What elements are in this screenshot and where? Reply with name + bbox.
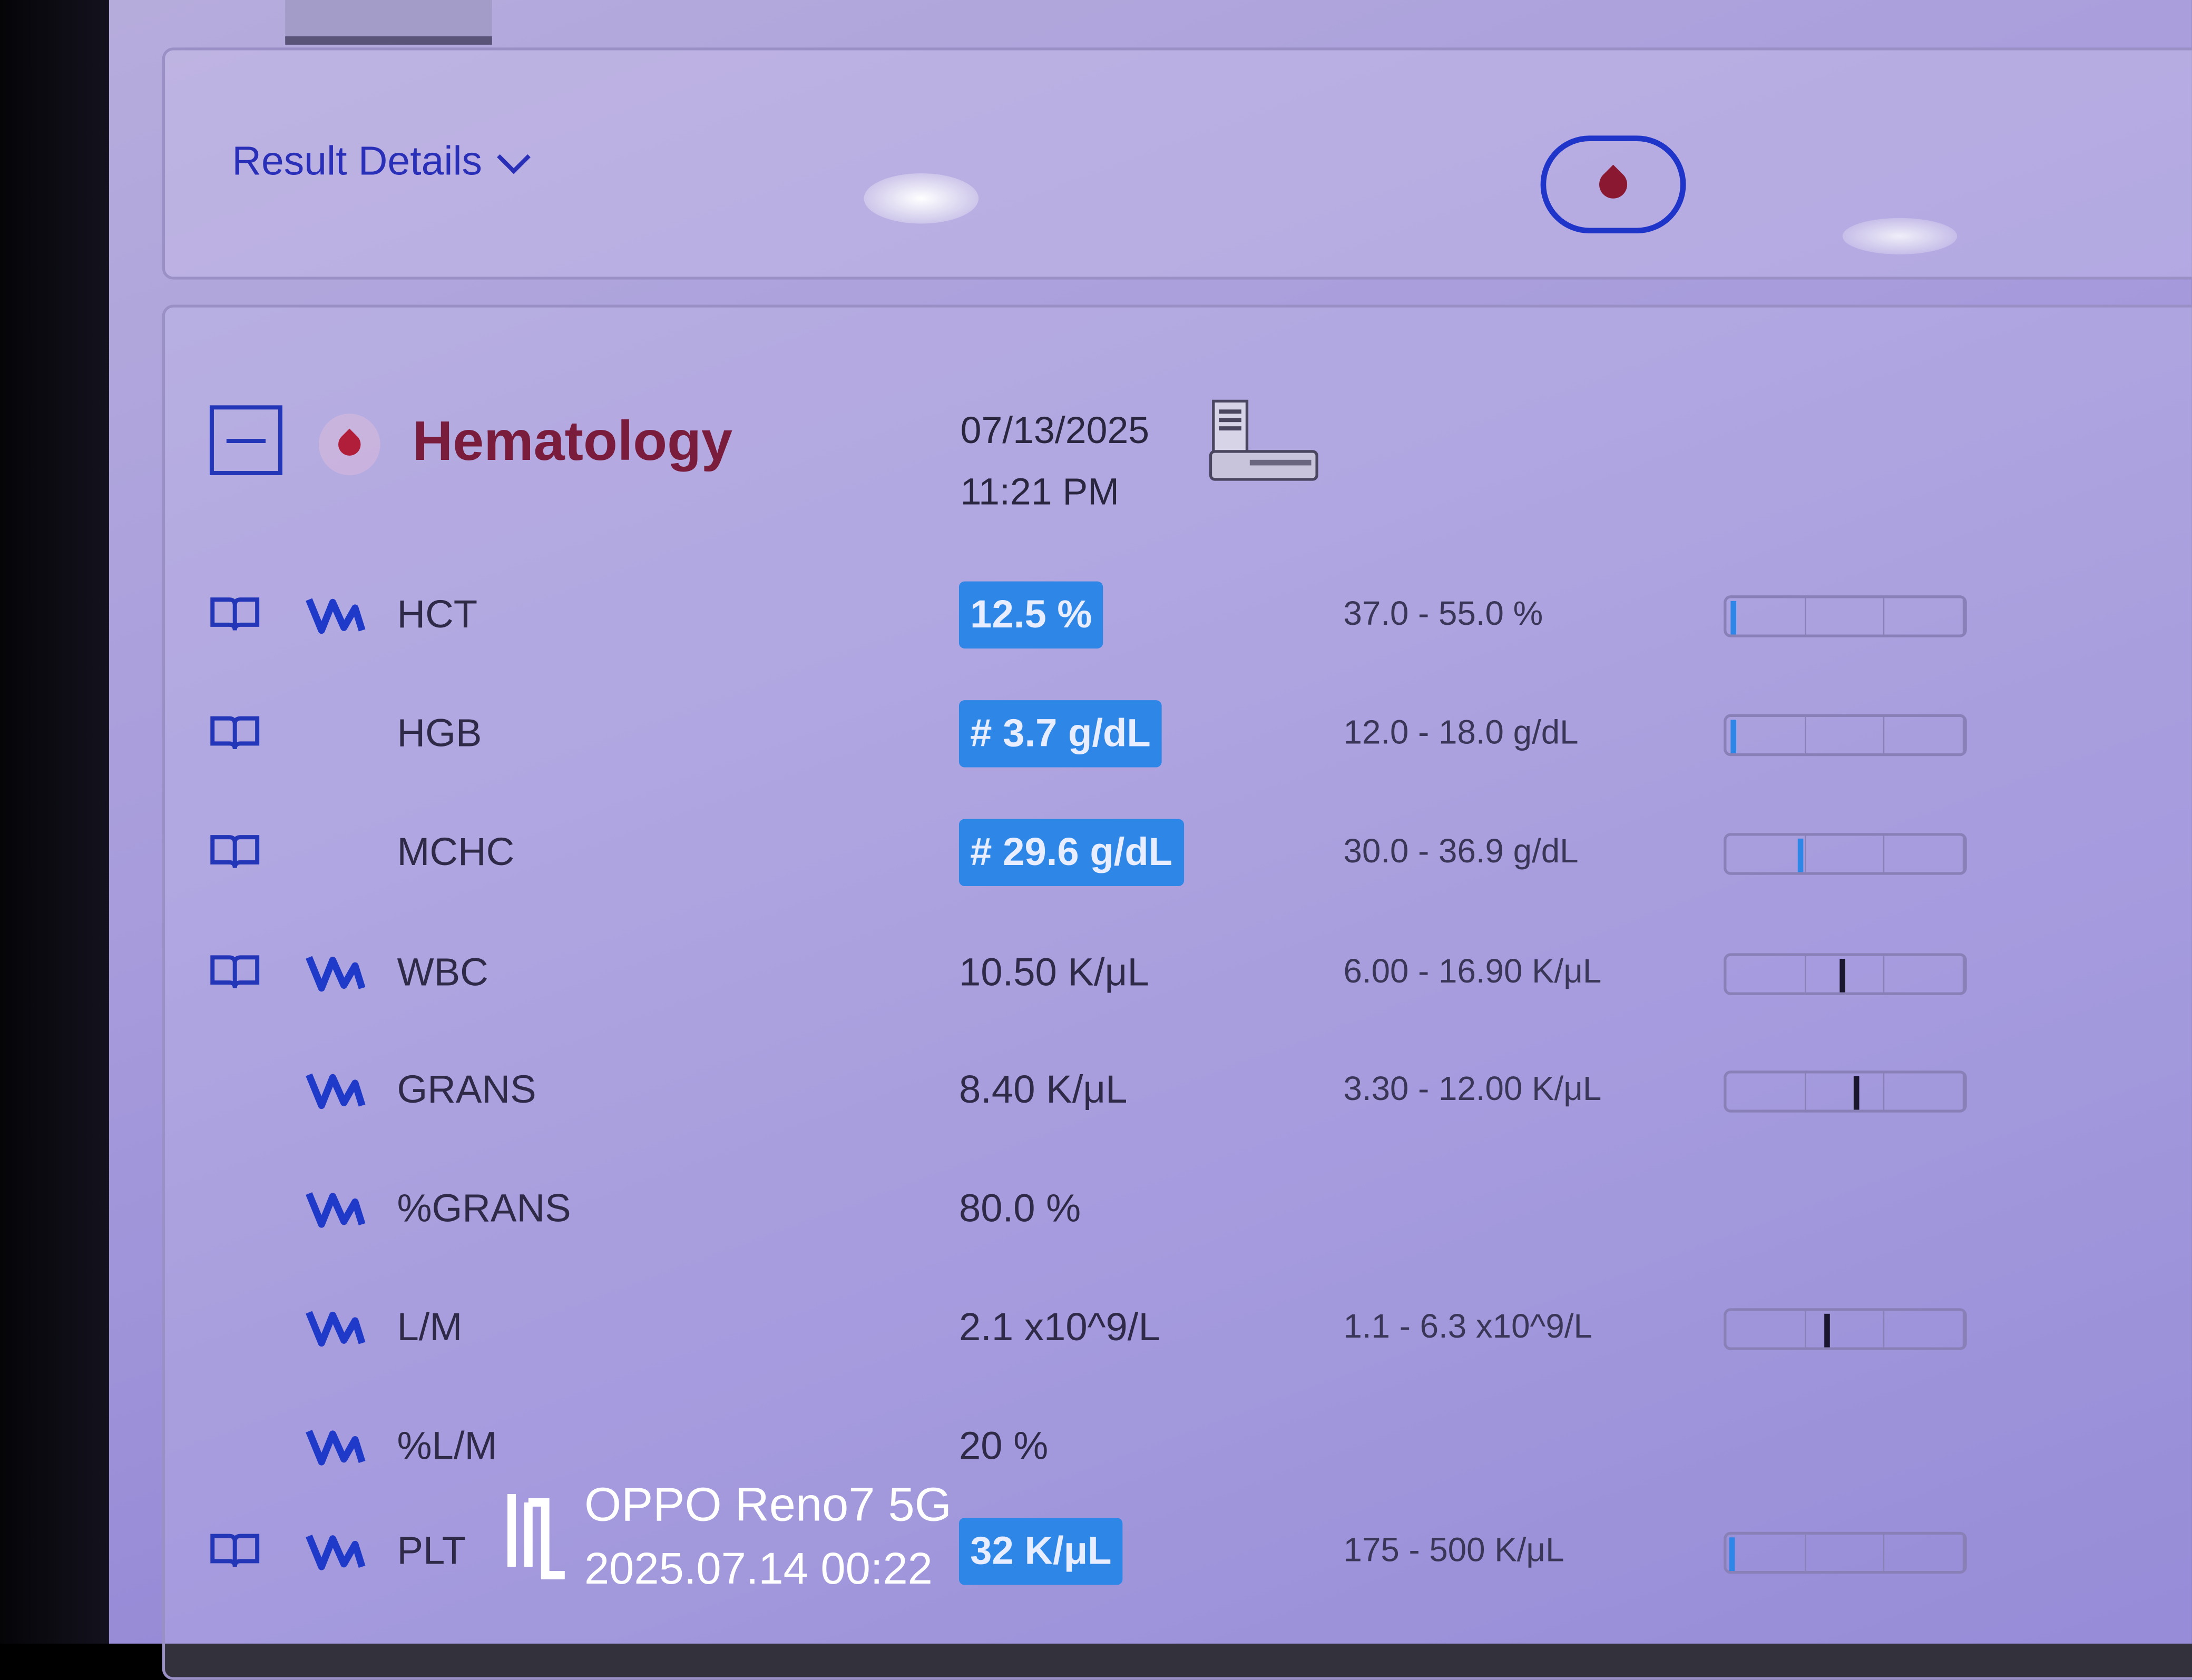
- blood-drop-icon: [1593, 164, 1633, 204]
- book-icon[interactable]: [210, 1530, 260, 1569]
- test-name: L/M: [397, 1305, 463, 1349]
- blood-drop-icon: [334, 428, 366, 460]
- active-tab[interactable]: [285, 0, 492, 40]
- reference-range: 3.30 - 12.00 K/μL: [1343, 1070, 1602, 1108]
- range-gauge: [1724, 595, 1967, 637]
- monitor-bezel: [0, 0, 112, 1644]
- watermark-timestamp: 2025.07.14 00:22: [584, 1543, 933, 1594]
- range-gauge: [1724, 1308, 1967, 1350]
- active-tab-indicator: [285, 36, 492, 45]
- screen-glare: [864, 173, 979, 224]
- test-name: %GRANS: [397, 1186, 571, 1230]
- gauge-marker: [1798, 838, 1804, 872]
- test-name: PLT: [397, 1529, 466, 1573]
- test-name: %L/M: [397, 1424, 497, 1468]
- reference-range: 37.0 - 55.0 %: [1343, 595, 1543, 633]
- test-name: GRANS: [397, 1067, 536, 1112]
- test-name: HCT: [397, 592, 478, 636]
- trend-icon[interactable]: [305, 1423, 366, 1470]
- watermark-device: OPPO Reno7 5G: [584, 1478, 952, 1532]
- reference-range: 6.00 - 16.90 K/μL: [1343, 953, 1602, 991]
- range-gauge: [1724, 833, 1967, 875]
- gauge-marker: [1731, 720, 1737, 753]
- test-value: 12.5 %: [958, 581, 1103, 649]
- book-icon[interactable]: [210, 832, 260, 871]
- book-icon[interactable]: [210, 952, 260, 991]
- book-icon[interactable]: [210, 594, 260, 633]
- test-value: # 3.7 g/dL: [958, 700, 1162, 768]
- trend-icon[interactable]: [305, 949, 366, 996]
- gauge-marker: [1728, 1537, 1735, 1571]
- gauge-marker: [1731, 601, 1737, 635]
- gauge-marker: [1824, 1313, 1830, 1348]
- sample-type-button[interactable]: [1540, 135, 1686, 234]
- trend-icon[interactable]: [305, 1185, 366, 1233]
- result-time: 11:21 PM: [960, 471, 1119, 513]
- range-gauge: [1724, 1531, 1967, 1574]
- camera-watermark-logo: [507, 1494, 565, 1579]
- range-gauge: [1724, 953, 1967, 995]
- gauge-marker: [1854, 1076, 1860, 1110]
- result-details-dropdown[interactable]: Result Details: [232, 140, 531, 186]
- chevron-down-icon: [496, 140, 531, 174]
- result-datetime: 07/13/2025 11:21 PM: [961, 400, 1150, 523]
- book-icon[interactable]: [210, 713, 260, 752]
- reference-range: 175 - 500 K/μL: [1343, 1531, 1564, 1570]
- range-gauge: [1724, 714, 1967, 757]
- test-name: HGB: [397, 711, 482, 755]
- test-value: # 29.6 g/dL: [958, 819, 1184, 887]
- trend-icon[interactable]: [305, 1528, 366, 1575]
- test-value: 80.0 %: [958, 1186, 1081, 1230]
- result-details-label: Result Details: [232, 140, 483, 185]
- section-title: Hematology: [412, 410, 733, 473]
- analyzer-device-icon: [1209, 399, 1318, 481]
- gauge-marker: [1840, 958, 1846, 993]
- trend-icon[interactable]: [305, 1066, 366, 1114]
- reference-range: 30.0 - 36.9 g/dL: [1343, 833, 1579, 871]
- test-value: 2.1 x10^9/L: [958, 1305, 1160, 1349]
- test-name: WBC: [397, 950, 488, 994]
- hematology-icon: [318, 414, 380, 476]
- reference-range: 1.1 - 6.3 x10^9/L: [1343, 1308, 1592, 1346]
- collapse-button[interactable]: [209, 405, 282, 476]
- reference-range: 12.0 - 18.0 g/dL: [1343, 714, 1579, 752]
- test-value: 32 K/μL: [958, 1518, 1123, 1585]
- minus-icon: [226, 438, 266, 443]
- trend-icon[interactable]: [305, 1304, 366, 1351]
- test-value: 10.50 K/μL: [958, 950, 1149, 994]
- range-gauge: [1724, 1070, 1967, 1113]
- test-value: 8.40 K/μL: [958, 1067, 1128, 1112]
- screen-glare: [1842, 218, 1958, 254]
- trend-icon[interactable]: [305, 591, 366, 638]
- test-name: MCHC: [397, 830, 515, 874]
- result-date: 07/13/2025: [960, 409, 1150, 451]
- test-value: 20 %: [958, 1424, 1049, 1468]
